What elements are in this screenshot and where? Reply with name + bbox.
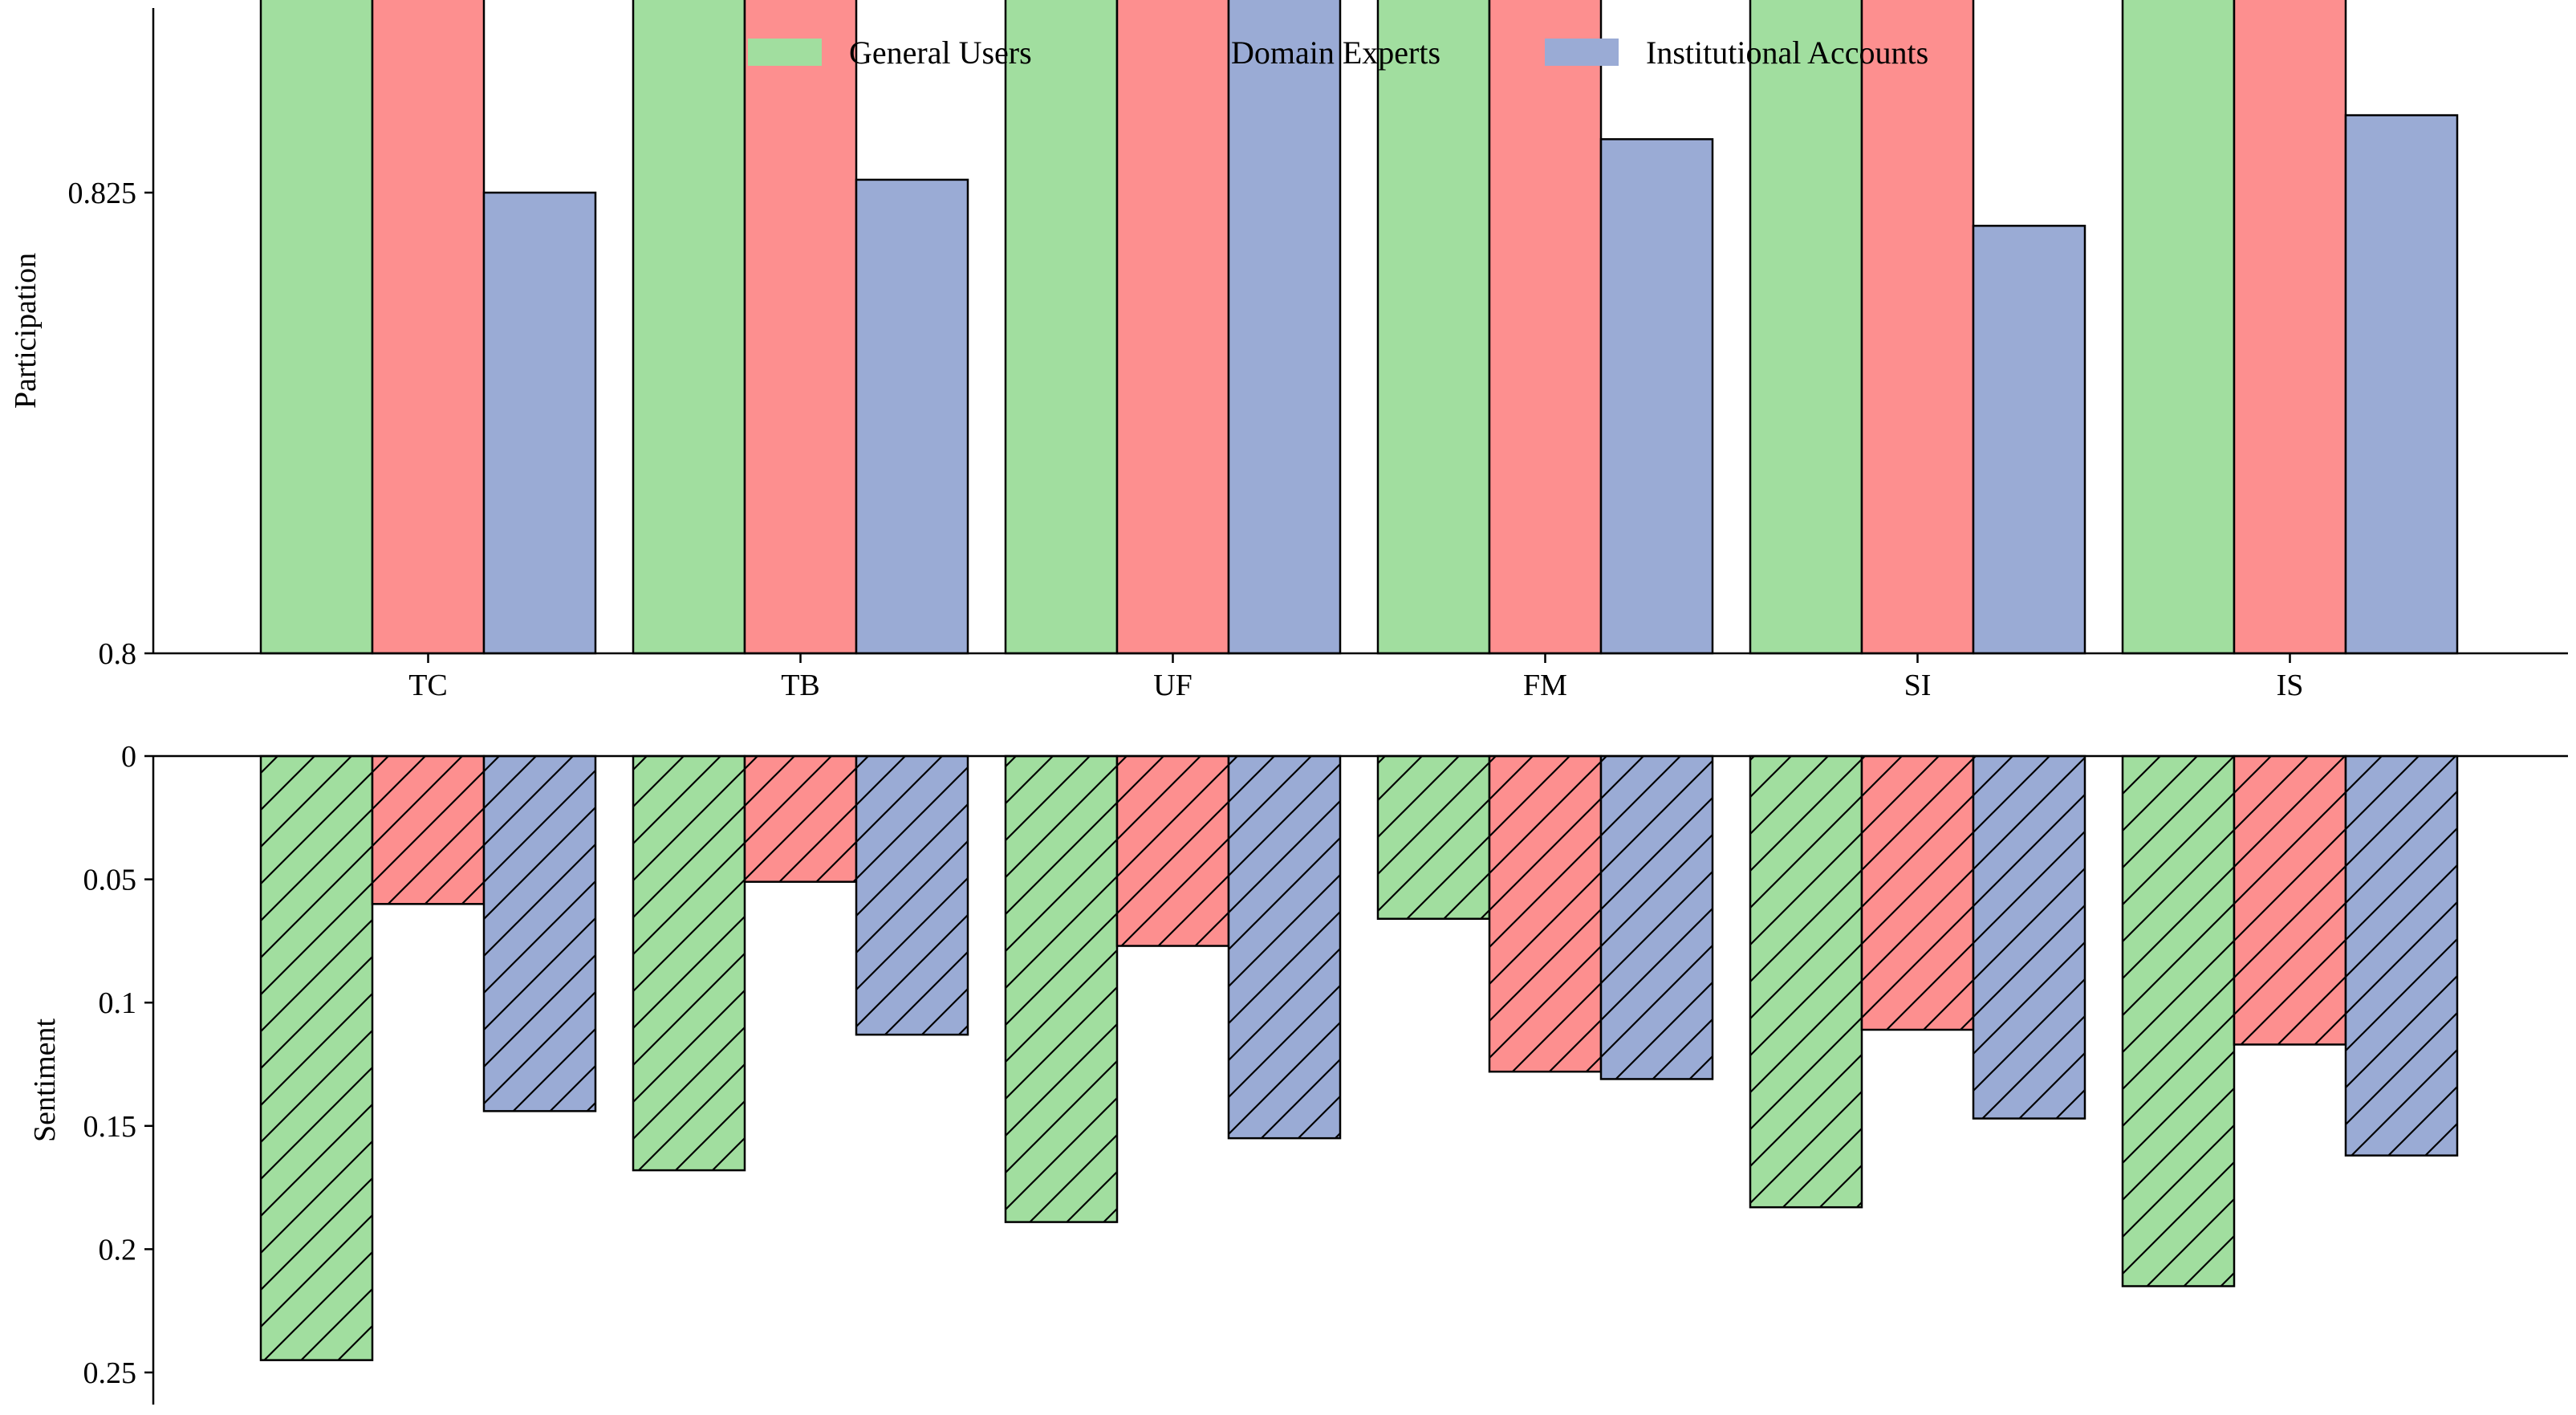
participation-bar-uf-general-users (1004, 0, 1119, 655)
legend: General Users Domain Experts Institutional… (748, 35, 1928, 71)
participation-bar-uf-domain-experts (1115, 0, 1230, 655)
participation-x-ticks: TC TB UF FM SI IS (408, 653, 2303, 702)
legend-label-institutional-accounts: Institutional Accounts (1646, 35, 1928, 71)
sentiment-bar-hatch-tc-general-users (259, 754, 374, 1361)
sentiment-bar-hatch-tc-institutional-accounts (482, 754, 597, 1112)
participation-bars (259, 0, 2459, 655)
participation-bar-is-institutional-accounts (2344, 114, 2459, 655)
sentiment-bars (259, 754, 2459, 1361)
sentiment-y-tick-label: 0 (121, 740, 136, 774)
sentiment-bar-hatch-tb-institutional-accounts (855, 754, 969, 1036)
participation-y-axis-title: Participation (9, 253, 43, 409)
sentiment-bar-hatch-tb-domain-experts (743, 754, 858, 883)
legend-swatch-general-users (748, 39, 822, 66)
participation-bar-uf-institutional-accounts (1227, 0, 1342, 655)
participation-bar-si-general-users (1749, 0, 1863, 655)
participation-y-tick-label: 0.825 (68, 177, 137, 210)
sentiment-bar-hatch-tc-domain-experts (371, 754, 486, 905)
sentiment-bar-hatch-si-domain-experts (1860, 754, 1975, 1031)
participation-bar-tc-domain-experts (371, 0, 486, 655)
sentiment-bar-hatch-fm-domain-experts (1488, 754, 1603, 1073)
sentiment-bar-hatch-si-general-users (1749, 754, 1863, 1209)
sentiment-y-axis-title: Sentiment (28, 1019, 62, 1143)
sentiment-y-tick-label: 0.05 (83, 864, 137, 897)
sentiment-bar-hatch-tb-general-users (632, 754, 746, 1172)
sentiment-bar-hatch-is-general-users (2121, 754, 2236, 1287)
x-tick-label-uf: UF (1153, 669, 1193, 702)
sentiment-bar-hatch-is-institutional-accounts (2344, 754, 2459, 1157)
participation-bar-is-general-users (2121, 0, 2236, 655)
participation-bar-si-institutional-accounts (1972, 225, 2086, 655)
x-tick-label-fm: FM (1523, 669, 1567, 702)
legend-swatch-domain-experts (1130, 39, 1204, 66)
sentiment-y-tick-label: 0.1 (99, 986, 137, 1020)
participation-bar-si-domain-experts (1860, 0, 1975, 655)
sentiment-bar-hatch-is-domain-experts (2233, 754, 2347, 1046)
legend-label-general-users: General Users (849, 35, 1032, 71)
x-tick-label-is: IS (2277, 669, 2304, 702)
participation-bar-tb-institutional-accounts (855, 178, 969, 655)
sentiment-bar-hatch-uf-general-users (1004, 754, 1119, 1223)
legend-swatch-institutional-accounts (1545, 39, 1619, 66)
participation-bar-tb-general-users (632, 0, 746, 655)
participation-bar-tc-institutional-accounts (482, 191, 597, 655)
legend-label-domain-experts: Domain Experts (1231, 35, 1440, 71)
sentiment-y-tick-label: 0.2 (99, 1233, 137, 1267)
participation-bar-fm-institutional-accounts (1599, 138, 1714, 655)
sentiment-bar-hatch-si-institutional-accounts (1972, 754, 2086, 1120)
sentiment-y-tick-label: 0.25 (83, 1356, 137, 1390)
sentiment-bar-hatch-fm-institutional-accounts (1599, 754, 1714, 1080)
sentiment-y-tick-label: 0.15 (83, 1110, 137, 1144)
participation-bar-tc-general-users (259, 0, 374, 655)
sentiment-bar-hatch-uf-domain-experts (1115, 754, 1230, 947)
sentiment-bar-hatch-fm-general-users (1376, 754, 1491, 921)
participation-y-ticks: 0.80.8250.85 (68, 177, 153, 671)
participation-bar-fm-domain-experts (1488, 0, 1603, 655)
sentiment-bar-hatch-uf-institutional-accounts (1227, 754, 1342, 1140)
participation-y-tick-label: 0.8 (99, 637, 137, 671)
participation-bar-is-domain-experts (2233, 0, 2347, 655)
sentiment-panel: 0 0.05 0.1 0.15 0.2 0.25 Sentiment (28, 740, 2568, 1405)
x-tick-label-tb: TB (781, 669, 820, 702)
x-tick-label-tc: TC (408, 669, 448, 702)
sentiment-y-ticks: 0 0.05 0.1 0.15 0.2 0.25 (83, 740, 153, 1390)
participation-bar-fm-general-users (1376, 0, 1491, 655)
participation-bar-tb-domain-experts (743, 0, 858, 655)
x-tick-label-si: SI (1904, 669, 1932, 702)
